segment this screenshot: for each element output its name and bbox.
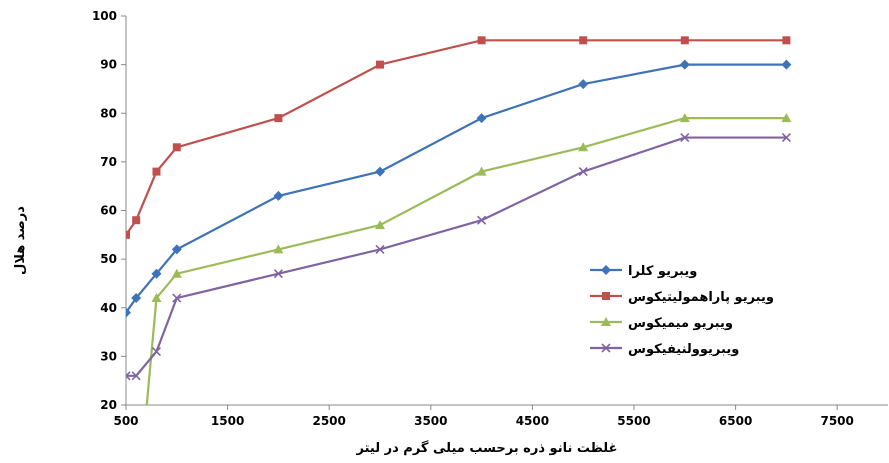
y-axis-title: درصد هلال [13, 206, 28, 275]
data-point [375, 220, 385, 230]
legend-label: ویبریو کلرا [628, 264, 697, 279]
data-point [782, 36, 791, 45]
y-tick-label: 70 [100, 155, 117, 169]
x-tick-label: 2500 [312, 414, 345, 428]
y-tick-label: 40 [100, 301, 117, 315]
legend-item: ویبریو پاراهمولیتیکوس [590, 290, 774, 305]
data-point [679, 59, 690, 70]
series-line [126, 39, 787, 236]
x-tick-label: 6500 [719, 414, 752, 428]
data-point [375, 166, 385, 177]
x-axis-title: غلظت نانو ذره برحسب میلی گرم در لیتر [356, 440, 618, 456]
axes [121, 15, 888, 410]
series-3 [145, 113, 792, 405]
tick-labels: 20 30 40 50 60 70 80 90 100 500 1500 2500 3500 4500 55… [92, 9, 854, 428]
series-1 [126, 59, 792, 318]
x-tick-label: 500 [113, 414, 138, 428]
data-point [781, 59, 792, 70]
data-point [126, 371, 131, 381]
y-tick-label: 30 [100, 349, 117, 363]
x-tick-label: 3500 [414, 414, 447, 428]
data-point [132, 216, 141, 225]
data-point [578, 167, 588, 177]
data-point [781, 132, 791, 143]
legend-label: ویبریوولنیفیکوس [628, 342, 739, 357]
data-point [476, 166, 487, 176]
series-4 [126, 132, 791, 381]
data-point [578, 79, 589, 90]
legend-swatch-marker [601, 265, 611, 275]
data-point [578, 142, 589, 152]
data-point [680, 36, 689, 45]
plot-area [126, 36, 792, 405]
data-point [151, 293, 162, 303]
data-point [151, 346, 162, 357]
data-point [131, 293, 142, 304]
x-tick-label: 7500 [820, 414, 853, 428]
legend-swatch-marker [601, 317, 611, 326]
legend: ویبریو کلرا ویبریو پاراهمولیتیکوس ویبریو م… [590, 264, 774, 357]
y-tick-label: 100 [92, 9, 117, 23]
data-point [171, 244, 182, 255]
data-point [172, 293, 182, 303]
data-point [172, 143, 181, 152]
legend-label: ویبریو میمیکوس [628, 316, 733, 331]
data-point [376, 60, 384, 69]
data-point [273, 190, 284, 201]
legend-swatch-marker [601, 343, 611, 353]
data-point [146, 404, 147, 405]
legend-label: ویبریو پاراهمولیتیکوس [628, 290, 774, 305]
data-point [126, 307, 131, 318]
data-point [171, 268, 182, 278]
data-point [151, 268, 162, 279]
series-line [126, 136, 787, 377]
x-tick-label: 1500 [211, 414, 244, 428]
data-point [126, 230, 130, 239]
legend-item: ویبریو میمیکوس [590, 316, 733, 331]
legend-item: ویبریوولنیفیکوس [590, 342, 739, 357]
data-point [579, 36, 588, 45]
legend-item: ویبریو کلرا [590, 264, 697, 279]
data-point [274, 114, 283, 123]
x-tick-label: 4500 [516, 414, 549, 428]
data-point [152, 167, 161, 176]
data-point [375, 244, 385, 254]
x-tick-label: 5500 [617, 414, 650, 428]
data-point [680, 132, 690, 143]
data-point [273, 244, 284, 254]
y-tick-label: 50 [100, 252, 117, 266]
legend-swatch-marker [602, 292, 610, 300]
y-tick-label: 60 [100, 204, 117, 218]
data-point [477, 215, 487, 225]
data-point [273, 269, 283, 279]
data-point [781, 113, 792, 123]
data-point [477, 36, 486, 45]
data-point [679, 113, 690, 123]
series-line [126, 63, 787, 314]
y-tick-label: 20 [100, 398, 117, 412]
data-point [131, 371, 141, 381]
y-tick-label: 90 [100, 58, 117, 72]
series-2 [126, 36, 791, 239]
y-tick-label: 80 [100, 106, 117, 120]
data-point [476, 113, 487, 124]
